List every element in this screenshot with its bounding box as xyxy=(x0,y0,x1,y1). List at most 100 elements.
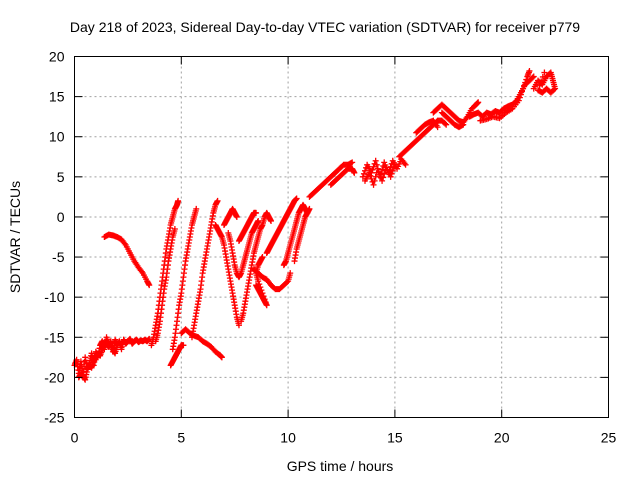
data-point xyxy=(371,177,378,184)
data-series xyxy=(235,209,260,245)
data-point xyxy=(258,287,265,294)
plot-frame xyxy=(74,56,609,418)
data-point xyxy=(389,167,396,174)
x-axis-title: GPS time / hours xyxy=(287,458,394,474)
data-point xyxy=(360,170,367,177)
data-point xyxy=(460,121,467,128)
data-point xyxy=(402,161,409,168)
data-series xyxy=(327,165,358,188)
data-point xyxy=(390,164,397,171)
y-tick-label: -15 xyxy=(44,329,64,345)
y-tick-label: 0 xyxy=(57,209,65,225)
data-point xyxy=(366,169,373,176)
data-point xyxy=(518,88,525,95)
data-point xyxy=(515,97,522,104)
data-point xyxy=(541,69,548,76)
data-series xyxy=(167,342,187,369)
data-point xyxy=(233,213,240,220)
data-point xyxy=(536,82,543,89)
data-point xyxy=(367,172,374,179)
data-point xyxy=(361,167,368,174)
x-tick-label: 5 xyxy=(177,430,185,446)
data-point xyxy=(538,78,545,85)
data-series xyxy=(253,254,270,309)
data-series xyxy=(225,217,262,281)
data-point xyxy=(146,282,153,289)
data-point xyxy=(372,157,379,164)
data-series xyxy=(75,339,121,383)
data-point xyxy=(442,120,449,127)
data-point xyxy=(374,165,381,172)
data-point xyxy=(517,91,524,98)
y-tick-label: -5 xyxy=(52,249,65,265)
data-point xyxy=(379,166,386,173)
data-series xyxy=(291,205,313,265)
data-series xyxy=(178,326,225,361)
x-axis-tick-labels: 0 5 10 15 20 25 xyxy=(71,430,617,446)
x-tick-label: 0 xyxy=(71,430,79,446)
y-tick-label: -20 xyxy=(44,369,64,385)
data-point xyxy=(526,67,533,74)
data-point xyxy=(516,94,523,101)
data-point xyxy=(255,217,262,224)
data-point xyxy=(180,342,187,349)
data-point xyxy=(114,342,121,349)
data-point xyxy=(388,170,395,177)
data-point xyxy=(268,217,275,224)
data-point xyxy=(391,161,398,168)
data-series xyxy=(530,69,559,96)
data-point xyxy=(522,79,529,86)
data-point xyxy=(263,302,270,309)
data-point xyxy=(214,197,221,204)
data-series xyxy=(250,266,294,293)
y-axis-title: SDTVAR / TECUs xyxy=(7,181,23,293)
data-series xyxy=(238,209,275,325)
data-point xyxy=(218,354,225,361)
x-tick-label: 20 xyxy=(494,430,510,446)
data-point xyxy=(259,254,266,261)
data-point xyxy=(284,279,291,286)
data-series xyxy=(477,67,533,124)
data-point xyxy=(530,73,537,80)
data-point xyxy=(293,195,300,202)
data-point xyxy=(434,124,441,131)
data-series xyxy=(152,225,178,345)
chart-title: Day 218 of 2023, Sidereal Day-to-day VTE… xyxy=(70,19,580,35)
y-tick-label: -25 xyxy=(44,410,64,426)
data-point xyxy=(253,209,260,216)
data-series xyxy=(169,205,200,353)
y-axis-tick-labels: -25 -20 -15 -10 -5 0 5 10 15 20 xyxy=(44,49,64,426)
data-point xyxy=(520,85,527,92)
data-point xyxy=(235,322,242,329)
data-point xyxy=(262,299,269,306)
data-series xyxy=(361,161,398,188)
data-point xyxy=(351,169,358,176)
y-tick-label: 20 xyxy=(49,49,65,65)
data-point xyxy=(375,168,382,175)
x-tick-label: 10 xyxy=(280,430,296,446)
data-point xyxy=(260,293,267,300)
data-point xyxy=(523,76,530,83)
data-point xyxy=(306,205,313,212)
data-point xyxy=(349,159,356,166)
data-series xyxy=(263,195,300,257)
data-series xyxy=(101,231,153,289)
data-point xyxy=(372,173,379,180)
data-point xyxy=(287,270,294,277)
data-point xyxy=(256,281,263,288)
data-point xyxy=(381,171,388,178)
data-point xyxy=(370,163,377,170)
data-series xyxy=(306,159,356,200)
data-series xyxy=(413,117,441,136)
data-point xyxy=(370,181,377,188)
data-point xyxy=(193,205,200,212)
data-point xyxy=(259,290,266,297)
data-point xyxy=(369,166,376,173)
y-tick-label: 15 xyxy=(49,89,65,105)
data-point xyxy=(261,296,268,303)
grid xyxy=(74,56,609,418)
data-point xyxy=(535,87,542,94)
data-points xyxy=(71,67,559,383)
data-point xyxy=(443,121,450,128)
data-point xyxy=(529,74,536,81)
